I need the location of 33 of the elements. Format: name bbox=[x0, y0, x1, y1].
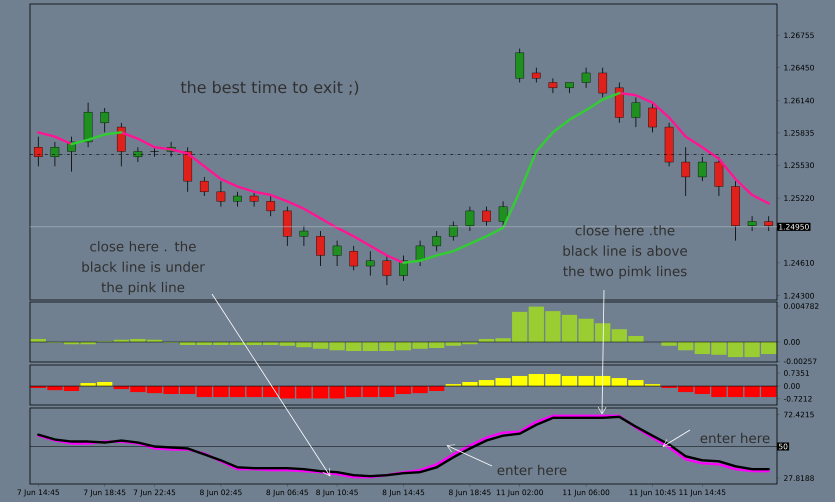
candlestick bbox=[250, 191, 258, 208]
candlestick bbox=[466, 206, 474, 232]
annotation: close here .the black line is above the two pimk lines bbox=[563, 225, 688, 279]
candlestick bbox=[382, 255, 392, 286]
candlestick bbox=[100, 108, 110, 133]
candlestick bbox=[482, 206, 491, 226]
annotation: enter here bbox=[498, 464, 567, 476]
candlestick bbox=[448, 221, 458, 241]
candlestick bbox=[764, 216, 774, 232]
candlestick bbox=[648, 102, 657, 133]
annotation: the best time to exit ;) bbox=[180, 80, 358, 96]
candlestick bbox=[548, 78, 558, 94]
annotation: enter here bbox=[700, 432, 770, 444]
candlestick bbox=[582, 67, 590, 88]
candlestick bbox=[598, 67, 608, 98]
candlestick bbox=[300, 225, 308, 246]
annotation: close here . the black line is under the pink line bbox=[82, 241, 205, 295]
candlestick bbox=[498, 200, 508, 226]
candlestick bbox=[532, 67, 541, 83]
candlestick bbox=[432, 230, 442, 252]
candlestick bbox=[632, 96, 640, 128]
candlestick bbox=[200, 176, 209, 196]
candlestick bbox=[349, 245, 358, 271]
candlestick bbox=[565, 82, 574, 94]
candlestick bbox=[366, 250, 375, 276]
candlestick bbox=[748, 216, 756, 232]
candlestick bbox=[332, 240, 342, 266]
candlestick bbox=[216, 180, 226, 208]
candlestick bbox=[416, 240, 424, 266]
candlestick bbox=[698, 156, 707, 182]
candlestick bbox=[266, 196, 276, 217]
candlestick bbox=[316, 230, 325, 266]
candlestick bbox=[233, 191, 242, 208]
